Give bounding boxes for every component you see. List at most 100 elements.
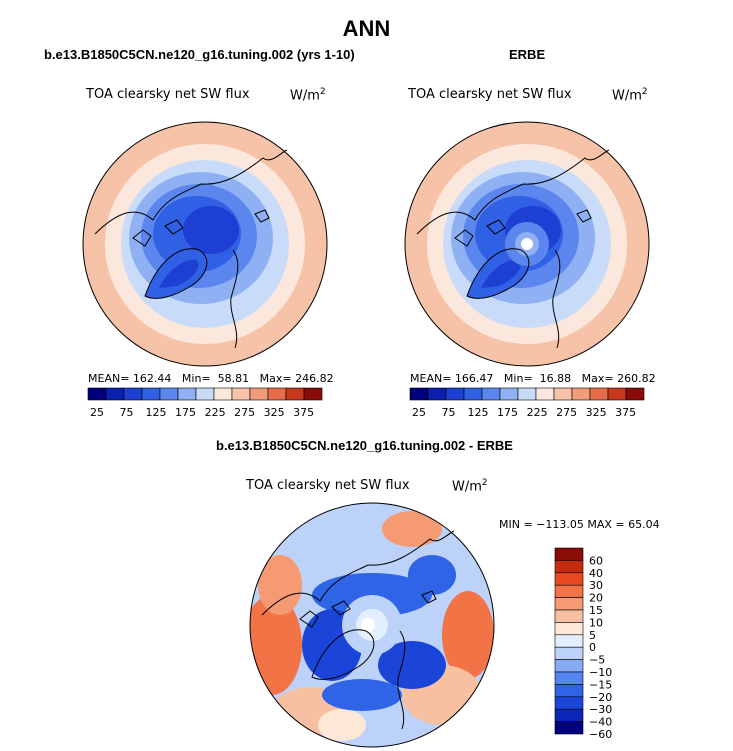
coastline	[397, 630, 406, 730]
colorbar-tick-label: −10	[589, 666, 612, 679]
colorbar-swatch	[571, 387, 591, 401]
colorbar-swatch	[195, 387, 215, 401]
colorbar-swatch	[554, 560, 584, 574]
colorbar-tick-label: 75	[120, 406, 134, 419]
colorbar-tick-label: −15	[589, 678, 612, 691]
colorbar-tick-label: 60	[589, 554, 603, 567]
colorbar-tick-label: 225	[527, 406, 548, 419]
colorbar-swatch	[554, 646, 584, 660]
polar-map-model	[83, 122, 327, 366]
panel-variable-diff: TOA clearsky net SW flux	[246, 478, 410, 493]
colorbar-tick-label: 0	[589, 641, 596, 654]
field-band	[481, 259, 521, 288]
colorbar-swatch	[231, 387, 251, 401]
field-band	[521, 238, 533, 250]
coastline-greenland	[466, 248, 530, 299]
colorbar-tick-label: 10	[589, 616, 603, 629]
field-band	[318, 709, 366, 741]
colorbar-tick-label: 175	[497, 406, 518, 419]
colorbar-obs: 25 75 125 175 225 275 325 375	[409, 387, 645, 419]
colorbar-tick-label: 125	[146, 406, 167, 419]
panel-units-obs: W/m2	[612, 87, 648, 104]
panel-units-model: W/m2	[290, 87, 326, 104]
field-band	[258, 555, 302, 615]
coastline-islands	[132, 209, 270, 247]
colorbar-swatch	[87, 387, 107, 401]
coastline	[94, 149, 288, 235]
colorbar-swatch	[625, 387, 645, 401]
colorbar-swatch	[267, 387, 287, 401]
panel-title-model: b.e13.B1850C5CN.ne120_g16.tuning.002 (yr…	[44, 47, 355, 62]
colorbar-swatch	[554, 671, 584, 685]
colorbar-swatch	[554, 547, 584, 561]
colorbar-tick-label: −5	[589, 654, 605, 667]
colorbar-tick-label: −20	[589, 691, 612, 704]
stats-diff: MIN = −113.05 MAX = 65.04	[499, 518, 660, 531]
colorbar-swatch	[105, 387, 125, 401]
field-band	[183, 206, 239, 254]
field-band	[442, 591, 494, 679]
map-border	[249, 502, 495, 748]
colorbar-swatch	[427, 387, 447, 401]
colorbar-tick-label: 175	[175, 406, 196, 419]
colorbar-tick-label: 275	[234, 406, 255, 419]
colorbar-swatch	[554, 584, 584, 598]
colorbar-swatch	[589, 387, 609, 401]
colorbar-tick-label: 325	[586, 406, 607, 419]
coastline-greenland	[144, 248, 208, 299]
colorbar-swatch	[177, 387, 197, 401]
field-band	[361, 618, 375, 632]
colorbar-swatch	[303, 387, 323, 401]
stats-obs: MEAN= 166.47 Min= 16.88 Max= 260.82	[410, 372, 656, 385]
colorbar-swatch	[499, 387, 519, 401]
coastline	[552, 249, 561, 349]
page-title: ANN	[342, 16, 391, 41]
colorbar-swatch	[535, 387, 555, 401]
colorbar-swatch	[445, 387, 465, 401]
coastline	[416, 149, 610, 235]
coastline	[230, 249, 239, 349]
colorbar-tick-label: 75	[442, 406, 456, 419]
colorbar-swatch	[554, 572, 584, 586]
colorbar-swatch	[554, 684, 584, 698]
field-band	[382, 511, 442, 547]
panel-variable-model: TOA clearsky net SW flux	[86, 87, 250, 102]
coastline-greenland	[311, 629, 375, 680]
map-border	[82, 121, 328, 367]
colorbar-swatch	[554, 597, 584, 611]
field-band	[322, 679, 402, 711]
colorbar-tick-label: 325	[264, 406, 285, 419]
colorbar-tick-label: 30	[589, 579, 603, 592]
field-band	[159, 259, 199, 288]
colorbar-tick-label: 275	[556, 406, 577, 419]
colorbar-swatch	[554, 622, 584, 636]
colorbar-tick-label: 225	[205, 406, 226, 419]
colorbar-swatch	[554, 634, 584, 648]
colorbar-swatch	[554, 609, 584, 623]
colorbar-swatch	[123, 387, 143, 401]
map-outlines	[82, 121, 650, 748]
colorbar-tick-label: 375	[615, 406, 636, 419]
colorbar-tick-label: −30	[589, 703, 612, 716]
polar-map-obs	[405, 122, 649, 366]
colorbar-tick-label: −60	[589, 728, 612, 741]
panel-variable-obs: TOA clearsky net SW flux	[408, 87, 572, 102]
panel-title-diff: b.e13.B1850C5CN.ne120_g16.tuning.002 - E…	[216, 438, 513, 453]
colorbar-swatch	[249, 387, 269, 401]
colorbar-model: 25 75 125 175 225 275 325 375	[87, 387, 323, 419]
colorbar-swatch	[554, 708, 584, 722]
coastline	[261, 530, 455, 616]
colorbar-swatch	[463, 387, 483, 401]
panel-title-obs: ERBE	[509, 47, 546, 62]
colorbar-tick-label: 25	[412, 406, 426, 419]
field-band	[378, 641, 446, 689]
colorbar-tick-label: 15	[589, 604, 603, 617]
colorbar-swatch	[213, 387, 233, 401]
polar-map-diff	[250, 503, 494, 747]
colorbar-swatch	[285, 387, 305, 401]
colorbar-tick-label: 20	[589, 592, 603, 605]
colorbar-swatch	[517, 387, 537, 401]
colorbar-tick-label: 25	[90, 406, 104, 419]
colorbar-tick-label: −40	[589, 716, 612, 729]
